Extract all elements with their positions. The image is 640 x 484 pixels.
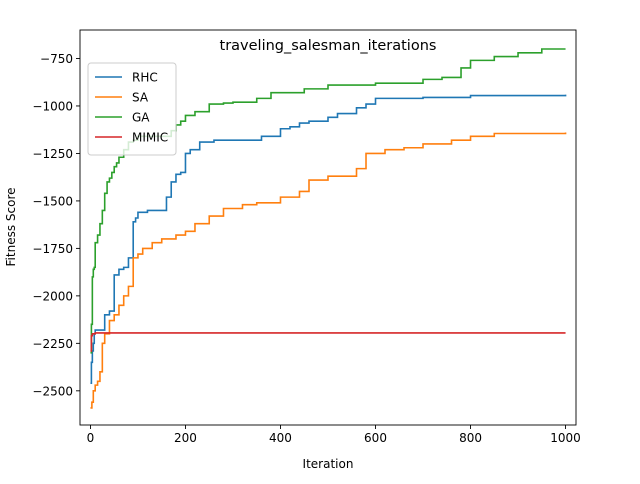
y-axis-label: Fitness Score	[4, 188, 18, 267]
y-tick-label: −1250	[32, 147, 73, 161]
x-tick-label: 200	[174, 431, 197, 445]
legend-label-ga: GA	[132, 111, 150, 125]
y-tick-label: −2500	[32, 384, 73, 398]
axes-frame	[79, 29, 577, 426]
series-line-mimic	[90, 332, 566, 352]
legend-label-mimic: MIMIC	[132, 131, 168, 145]
x-axis-ticks: 0 200 400 600 800 1000	[87, 425, 581, 445]
legend-label-rhc: RHC	[132, 71, 158, 85]
chart-title: traveling_salesman_iterations	[220, 38, 437, 54]
y-tick-label: −1000	[32, 99, 73, 113]
y-tick-label: −750	[40, 52, 73, 66]
y-tick-label: −1750	[32, 242, 73, 256]
y-tick-label: −2000	[32, 289, 73, 303]
series-line-rhc	[90, 94, 567, 385]
legend-label-sa: SA	[132, 91, 149, 105]
x-tick-label: 0	[87, 431, 95, 445]
x-tick-label: 800	[459, 431, 482, 445]
y-tick-label: −1500	[32, 194, 73, 208]
legend: RHC SA GA MIMIC	[87, 62, 177, 156]
legend-entries: RHC SA GA MIMIC	[95, 71, 168, 145]
series-line-sa	[90, 132, 567, 409]
x-tick-label: 1000	[550, 431, 581, 445]
x-tick-label: 400	[269, 431, 292, 445]
y-axis-ticks: −2500 −2250 −2000 −1750 −1500 −1250 −1000 −750	[32, 52, 80, 398]
y-tick-label: −2250	[32, 337, 73, 351]
x-tick-label: 600	[364, 431, 387, 445]
x-axis-label: Iteration	[303, 457, 354, 471]
legend-box	[87, 62, 177, 156]
